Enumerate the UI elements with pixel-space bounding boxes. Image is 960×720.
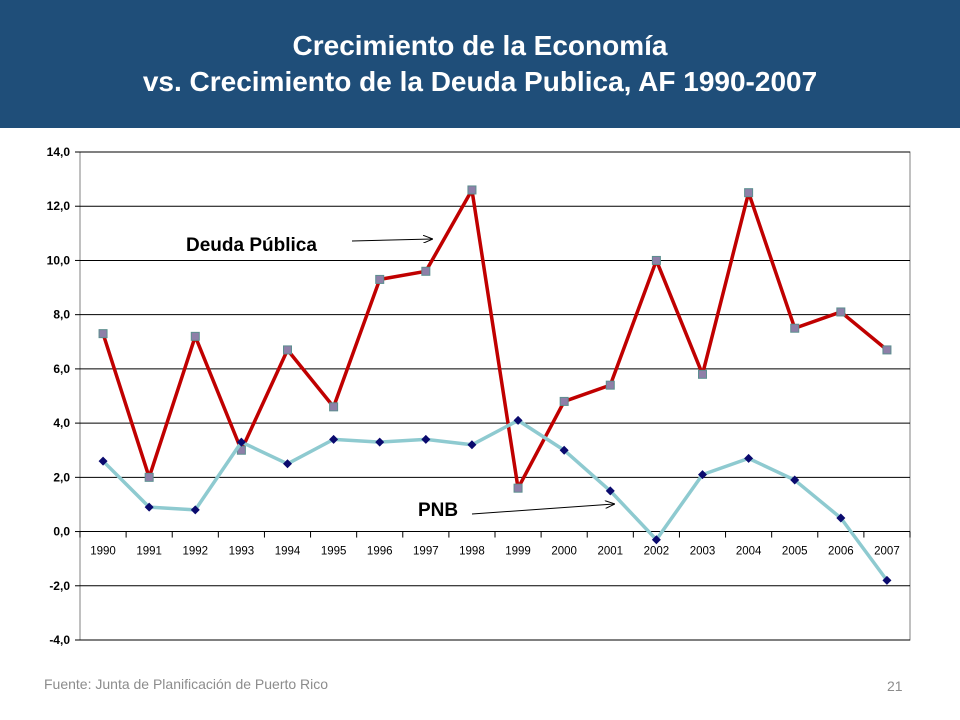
page-number: 21 xyxy=(887,678,903,694)
line-chart: 1990 1991 1992 1993 1994 1995 1996 1997 1998 1999… xyxy=(47,145,911,647)
series-label-deuda: Deuda Pública xyxy=(186,235,317,256)
y-tick-label: -2,0 xyxy=(49,579,70,593)
data-point xyxy=(467,440,477,450)
x-tick-label: 2005 xyxy=(782,546,808,558)
data-point xyxy=(744,188,754,198)
data-point xyxy=(421,434,431,444)
y-tick-label: 10,0 xyxy=(47,253,71,267)
data-point xyxy=(421,266,431,276)
data-point xyxy=(513,483,523,493)
data-point xyxy=(98,456,108,466)
y-axis-ticks: 14,0 12,0 10,0 8,0 6,0 4,0 2,0 0,0 -2,0 -4,0 xyxy=(47,145,71,647)
data-point xyxy=(144,502,154,512)
x-tick-label: 2004 xyxy=(736,546,762,558)
data-point xyxy=(375,274,385,284)
x-tick-label: 2000 xyxy=(551,546,577,558)
x-tick-label: 1994 xyxy=(275,546,301,558)
x-tick-label: 1999 xyxy=(505,546,531,558)
data-point xyxy=(236,437,246,447)
y-tick-label: 12,0 xyxy=(47,199,71,213)
y-tick-label: 4,0 xyxy=(53,416,70,430)
data-point xyxy=(651,535,661,545)
data-point xyxy=(605,486,615,496)
data-point xyxy=(651,255,661,265)
data-point xyxy=(790,475,800,485)
data-point xyxy=(559,396,569,406)
data-point xyxy=(190,505,200,515)
x-tick-label: 1991 xyxy=(136,546,162,558)
x-axis-ticks: 1990 1991 1992 1993 1994 1995 1996 1997 1998 1999… xyxy=(79,531,911,558)
title-bar: Crecimiento de la Economía vs. Crecimien… xyxy=(0,0,960,128)
x-tick-label: 1990 xyxy=(90,546,116,558)
x-tick-label: 2007 xyxy=(874,546,900,558)
data-point xyxy=(513,415,523,425)
y-tick-label: -4,0 xyxy=(49,633,70,647)
x-tick-label: 1996 xyxy=(367,546,393,558)
x-tick-label: 2001 xyxy=(597,546,623,558)
data-point xyxy=(283,459,292,469)
data-point xyxy=(283,345,292,355)
data-point xyxy=(467,185,477,195)
x-tick-label: 2006 xyxy=(828,546,854,558)
data-point xyxy=(144,472,154,482)
data-point xyxy=(744,453,754,463)
data-point xyxy=(605,380,615,390)
data-point xyxy=(836,513,846,523)
y-tick-label: 8,0 xyxy=(53,308,70,322)
data-point xyxy=(790,323,800,333)
data-point xyxy=(882,575,892,585)
x-tick-label: 1997 xyxy=(413,546,439,558)
data-point xyxy=(559,445,569,455)
data-point xyxy=(375,437,385,447)
series-line-0 xyxy=(101,188,889,490)
arrow-deuda xyxy=(351,239,432,241)
series-line-1 xyxy=(101,418,889,582)
series-label-pnb: PNB xyxy=(418,500,458,521)
x-tick-label: 2003 xyxy=(690,546,716,558)
plot-border xyxy=(79,151,911,641)
data-point xyxy=(98,329,108,339)
data-point xyxy=(698,369,707,379)
chart-area: 1990 1991 1992 1993 1994 1995 1996 1997 1998 1999… xyxy=(0,128,960,668)
x-tick-label: 2002 xyxy=(644,546,670,558)
data-point xyxy=(190,331,200,341)
title-line-2: vs. Crecimiento de la Deuda Publica, AF … xyxy=(142,66,818,97)
annotations: Deuda Pública PNB xyxy=(186,235,614,521)
data-point xyxy=(329,434,339,444)
x-tick-label: 1992 xyxy=(182,546,208,558)
arrow-pnb xyxy=(471,504,614,515)
data-point xyxy=(698,470,707,480)
y-tick-label: 2,0 xyxy=(53,470,70,484)
data-point xyxy=(836,307,846,317)
x-tick-label: 1993 xyxy=(229,546,255,558)
data-point xyxy=(329,402,339,412)
x-tick-label: 1995 xyxy=(321,546,347,558)
y-tick-label: 0,0 xyxy=(53,525,70,539)
data-point xyxy=(882,345,892,355)
gridlines xyxy=(75,151,911,641)
y-tick-label: 6,0 xyxy=(53,362,70,376)
series-layer xyxy=(98,185,892,585)
y-tick-label: 14,0 xyxy=(47,145,71,159)
footer-source: Fuente: Junta de Planificación de Puerto… xyxy=(44,676,329,692)
title-line-1: Crecimiento de la Economía xyxy=(292,30,668,61)
x-tick-label: 1998 xyxy=(459,546,485,558)
